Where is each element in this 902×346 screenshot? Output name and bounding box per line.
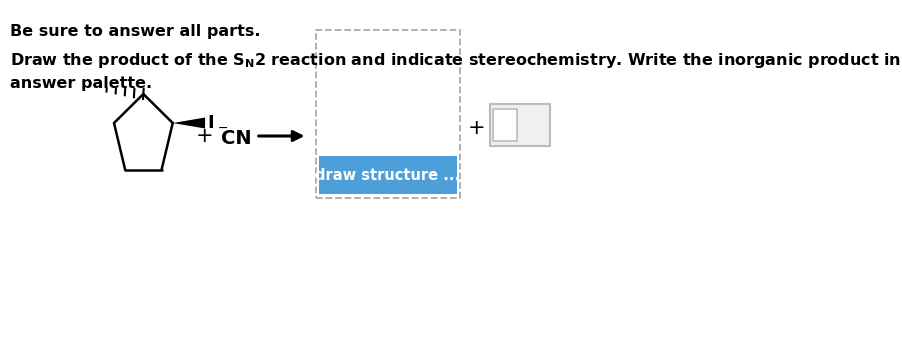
Text: Draw the product of the $\mathbf{S_N}$$\mathbf{2}$ reaction and indicate stereoc: Draw the product of the $\mathbf{S_N}$$\… <box>10 51 902 70</box>
Polygon shape <box>173 118 205 128</box>
Text: Be sure to answer all parts.: Be sure to answer all parts. <box>10 24 261 39</box>
Bar <box>493 109 517 141</box>
Bar <box>319 156 456 194</box>
Text: answer palette.: answer palette. <box>10 76 152 91</box>
Text: +: + <box>467 118 485 138</box>
Text: +: + <box>196 126 213 146</box>
Text: CN: CN <box>221 128 251 147</box>
Text: I: I <box>207 114 214 132</box>
Bar <box>490 104 550 146</box>
Bar <box>316 30 459 198</box>
Text: draw structure ...: draw structure ... <box>316 167 460 182</box>
Text: −: − <box>217 121 228 135</box>
